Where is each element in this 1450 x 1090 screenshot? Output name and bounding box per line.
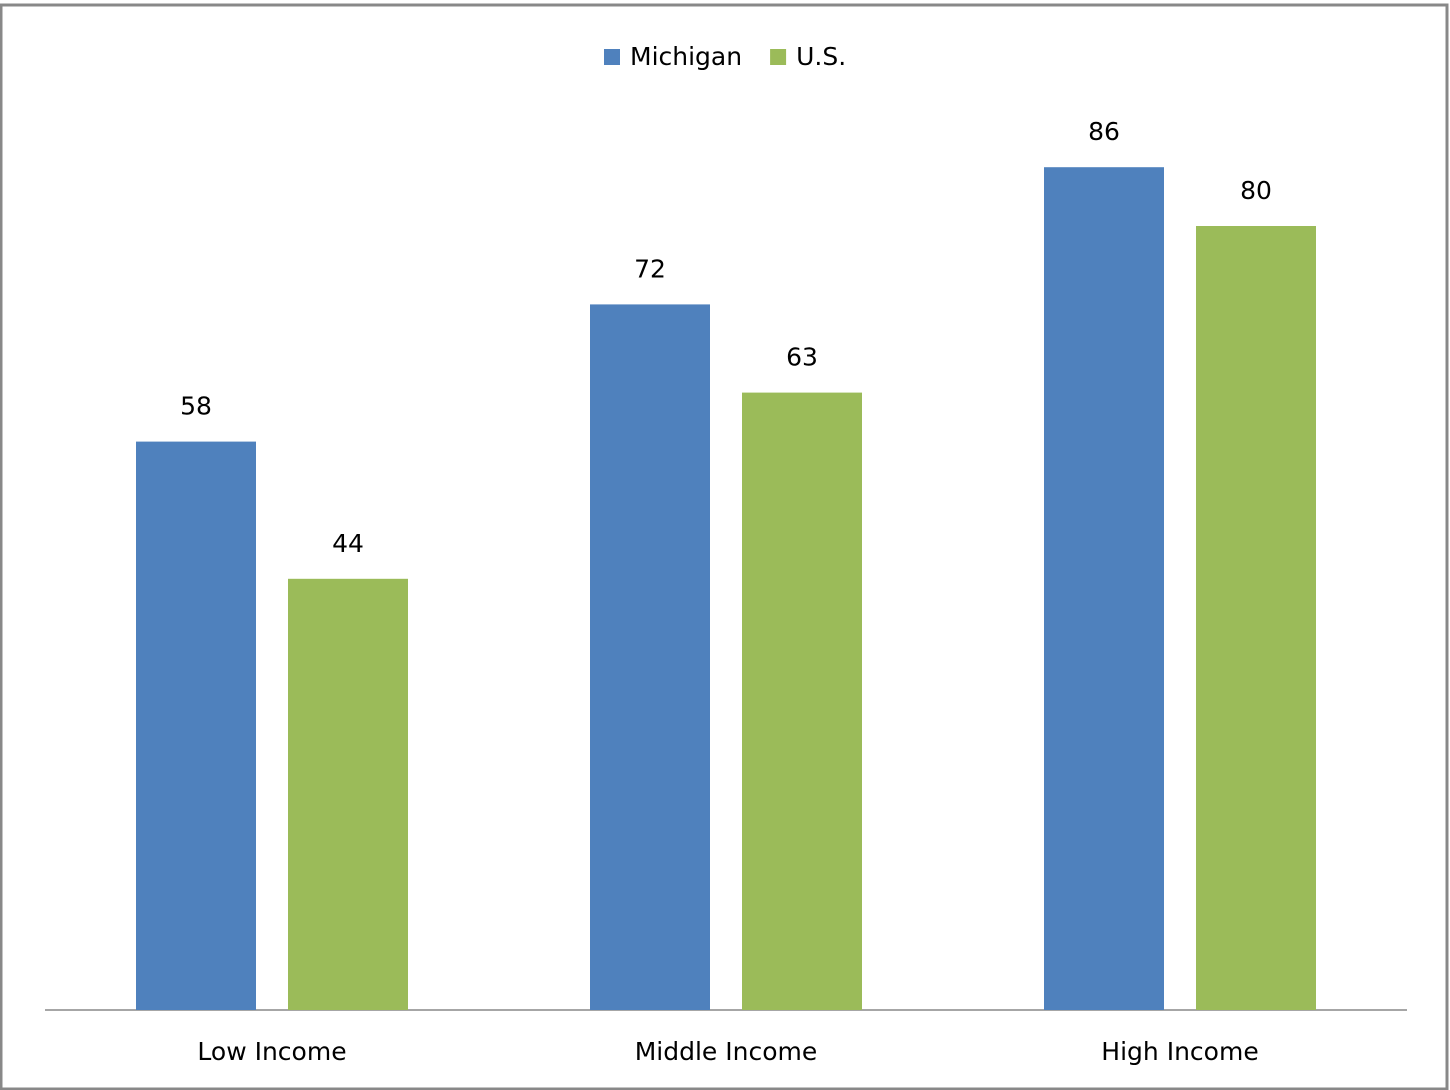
data-label: 63	[786, 343, 818, 372]
legend-swatch	[770, 49, 787, 65]
data-label: 58	[180, 392, 212, 421]
x-tick-label: Middle Income	[635, 1037, 818, 1066]
bar	[1196, 226, 1316, 1010]
bar	[1044, 167, 1164, 1010]
data-label: 44	[332, 529, 364, 558]
legend-swatch	[604, 49, 620, 65]
data-label: 86	[1088, 117, 1120, 146]
x-tick-label: High Income	[1101, 1037, 1258, 1066]
x-tick-label: Low Income	[197, 1037, 346, 1066]
bar	[136, 441, 256, 1011]
bar	[590, 304, 710, 1010]
legend-label: Michigan	[630, 42, 742, 71]
data-label: 80	[1240, 176, 1272, 205]
data-label: 72	[634, 254, 666, 283]
legend-label: U.S.	[796, 42, 846, 71]
bar	[288, 578, 408, 1010]
bar	[742, 392, 862, 1011]
